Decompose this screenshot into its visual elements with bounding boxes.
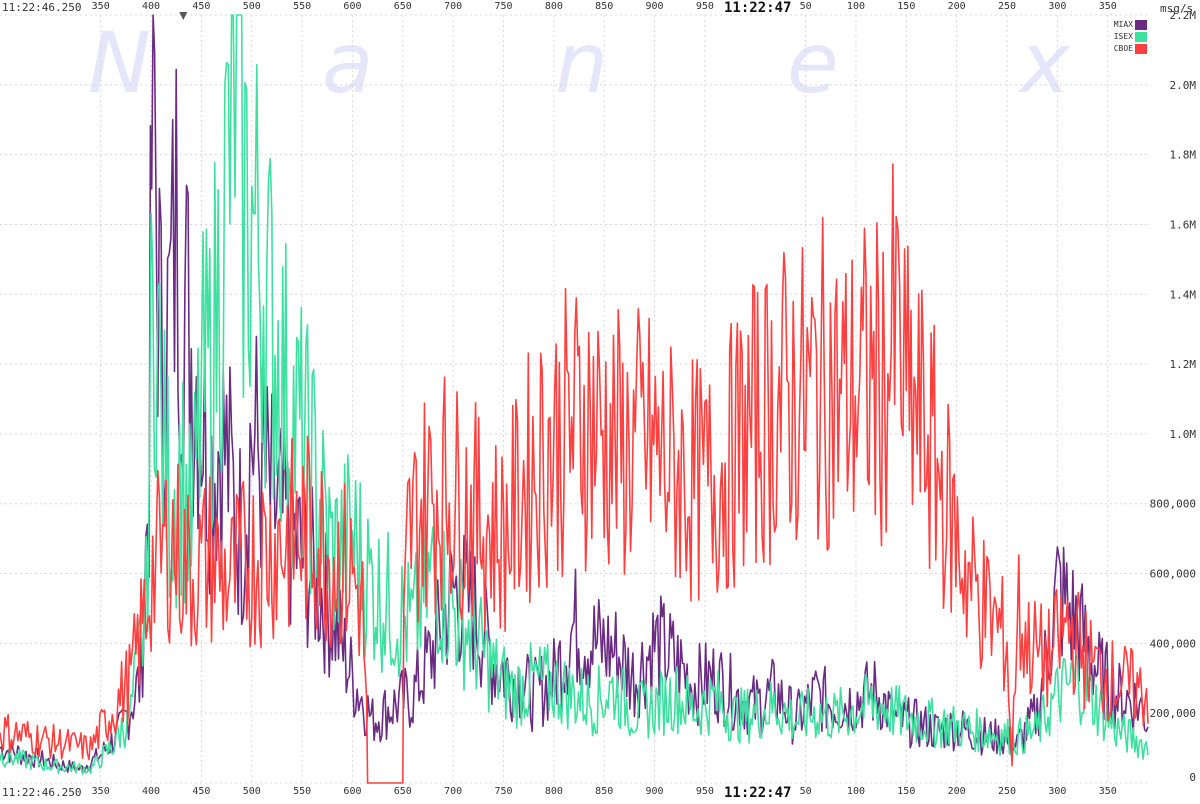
watermark-letter: N [88,14,151,112]
x-tick-label-top: 700 [444,1,462,12]
x-tick-label-bottom: 850 [595,786,613,797]
legend-label: CBOE [1114,44,1133,53]
x-tick-label-top: 450 [192,1,210,12]
x-tick-label-top: 550 [293,1,311,12]
watermark-letter: n [555,14,608,112]
x-tick-label-top: 750 [494,1,512,12]
x-tick-label-bottom: 600 [343,786,361,797]
y-tick-label: 200,000 [1150,707,1196,720]
y-tick-label: 2.0M [1170,79,1197,92]
x-tick-label-top: 100 [847,1,865,12]
x-tick-label-bottom: 500 [243,786,261,797]
x-tick-label-bottom: 800 [545,786,563,797]
legend-label: ISEX [1114,32,1133,41]
x-tick-label-bottom: 50 [800,786,812,797]
watermark-letter: e [787,14,839,112]
x-tick-label-bottom: 700 [444,786,462,797]
y-tick-label: 2.2M [1170,9,1197,22]
x-tick-label-bottom: 950 [696,786,714,797]
y-unit-label: msg/s [1160,2,1193,15]
x-tick-label-bottom: 150 [897,786,915,797]
series-line-isex [0,14,1149,775]
y-tick-label: 800,000 [1150,498,1196,511]
watermark-letter: a [322,14,373,112]
start-time-label-top: 11:22:46.250 [2,1,81,14]
x-tick-label-top: 400 [142,1,160,12]
x-tick-label-bottom: 200 [948,786,966,797]
y-tick-label: 1.6M [1170,218,1197,231]
x-tick-label-top: 300 [1048,1,1066,12]
x-tick-label-top: 250 [998,1,1016,12]
y-tick-label: 1.4M [1170,288,1197,301]
x-tick-label-bottom: 550 [293,786,311,797]
legend-swatch [1135,44,1147,54]
legend-swatch [1135,20,1147,30]
y-tick-label: 1.0M [1170,428,1197,441]
x-tick-label-top: 600 [343,1,361,12]
x-tick-label-top: 350 [92,1,110,12]
x-tick-label-top: 850 [595,1,613,12]
x-tick-label-bottom: 900 [646,786,664,797]
x-tick-label-bottom: 400 [142,786,160,797]
time-marker-icon [179,12,188,20]
y-tick-label: 400,000 [1150,637,1196,650]
mid-time-label-top: 11:22:47 [724,0,791,16]
x-tick-label-bottom: 350 [1099,786,1117,797]
x-tick-label-top: 800 [545,1,563,12]
y-tick-label: 0 [1189,771,1196,784]
x-tick-label-bottom: 300 [1048,786,1066,797]
y-tick-label: 600,000 [1150,568,1196,581]
legend: MIAX ISEX CBOE [1114,20,1147,54]
watermark-layer: N a n e x [88,14,1071,112]
x-tick-label-top: 650 [394,1,412,12]
x-tick-label-top: 150 [897,1,915,12]
x-tick-label-bottom: 250 [998,786,1016,797]
x-tick-label-bottom: 750 [494,786,512,797]
watermark-letter: x [1017,14,1071,112]
series-line-cboe [0,163,1149,784]
x-tick-label-top: 200 [948,1,966,12]
y-tick-label: 1.8M [1170,149,1197,162]
legend-swatch [1135,32,1147,42]
x-tick-label-top: 500 [243,1,261,12]
mid-time-label-bottom: 11:22:47 [724,785,791,800]
start-time-label-bottom: 11:22:46.250 [2,786,81,799]
x-tick-label-bottom: 100 [847,786,865,797]
x-tick-label-bottom: 450 [192,786,210,797]
series-layer [0,14,1149,784]
legend-label: MIAX [1114,20,1133,29]
x-tick-label-top: 350 [1099,1,1117,12]
x-tick-label-bottom: 350 [92,786,110,797]
x-tick-label-top: 900 [646,1,664,12]
x-tick-label-bottom: 650 [394,786,412,797]
x-tick-label-top: 50 [800,1,812,12]
y-tick-label: 1.2M [1170,358,1197,371]
x-tick-label-top: 950 [696,1,714,12]
